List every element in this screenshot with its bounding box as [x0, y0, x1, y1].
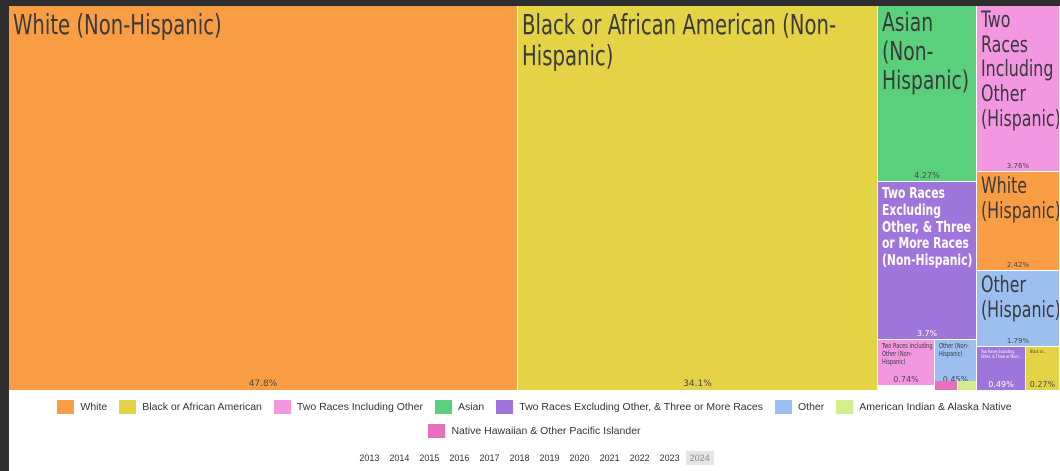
- treemap-tile[interactable]: Two Races Including Other (Hispanic) 3.76…: [977, 6, 1060, 172]
- tile-label: Two Races Excluding Other, & Three or Mo…: [981, 350, 1022, 361]
- year-option-2017[interactable]: 2017: [479, 453, 500, 463]
- tile-label: Asian (Non-Hispanic): [882, 8, 970, 97]
- treemap-tile[interactable]: Two Races Including Other (Non-Hispanic)…: [878, 340, 935, 386]
- treemap-tile[interactable]: White (Hispanic) 2.42%: [977, 172, 1060, 271]
- treemap-tile[interactable]: [958, 381, 977, 391]
- year-option-2015[interactable]: 2015: [419, 453, 440, 463]
- legend-label: Black or African American: [142, 401, 262, 413]
- legend-item[interactable]: White: [57, 397, 107, 417]
- chart-frame: White (Non-Hispanic) 47.8% Black or Africa…: [9, 6, 1060, 471]
- legend-swatch: [119, 400, 137, 414]
- treemap-tile[interactable]: Black or African American (Non-Hispanic)…: [518, 6, 878, 391]
- tile-value: 0.74%: [893, 375, 919, 384]
- legend-label: Asian: [457, 401, 485, 413]
- tile-value: 3.7%: [916, 329, 938, 338]
- legend-item[interactable]: Two Races Excluding Other, & Three or Mo…: [496, 397, 763, 417]
- legend-item[interactable]: Black or African American: [119, 397, 262, 417]
- year-option-2016[interactable]: 2016: [449, 453, 470, 463]
- tile-value: 0.27%: [1029, 380, 1056, 389]
- year-option-2019[interactable]: 2019: [539, 453, 560, 463]
- treemap-tile[interactable]: White (Non-Hispanic) 47.8%: [9, 6, 518, 391]
- legend-label: Other: [797, 401, 825, 413]
- year-option-2024[interactable]: 2024: [685, 451, 714, 465]
- tile-label: White (Non-Hispanic): [13, 8, 222, 41]
- legend-label: Two Races Including Other: [296, 401, 423, 413]
- tile-label: Other (Hispanic): [981, 273, 1060, 323]
- tile-label: Two Races Including Other (Hispanic): [981, 8, 1060, 132]
- year-option-2023[interactable]: 2023: [659, 453, 680, 463]
- tile-value: 0.45%: [942, 375, 969, 384]
- legend-swatch: [774, 400, 792, 414]
- legend-swatch: [434, 400, 452, 414]
- legend-swatch: [273, 400, 291, 414]
- year-option-2020[interactable]: 2020: [569, 453, 590, 463]
- tile-label: Black or...: [1030, 350, 1046, 355]
- tile-label: Black or African American (Non-Hispanic): [522, 8, 837, 73]
- legend-swatch: [496, 400, 514, 414]
- tile-value: 4.27%: [914, 171, 940, 180]
- year-option-2013[interactable]: 2013: [359, 453, 380, 463]
- legend-item[interactable]: American Indian & Alaska Native: [836, 397, 1012, 417]
- legend-label: Two Races Excluding Other, & Three or Mo…: [519, 401, 763, 413]
- tile-value: 34.1%: [683, 379, 712, 389]
- treemap-tile[interactable]: Two Races Excluding Other, & Three or Mo…: [878, 182, 977, 340]
- year-option-2018[interactable]: 2018: [509, 453, 530, 463]
- tile-value: 3.76%: [1006, 162, 1030, 170]
- year-option-2014[interactable]: 2014: [389, 453, 410, 463]
- treemap: White (Non-Hispanic) 47.8% Black or Africa…: [9, 6, 1060, 391]
- tile-label: Other (Non-Hispanic): [939, 342, 969, 358]
- legend-swatch: [57, 400, 75, 414]
- legend: White Black or African American Two Races …: [9, 397, 1060, 445]
- legend-item[interactable]: Two Races Including Other: [273, 397, 423, 417]
- year-selector: 2013 2014 2015 2016 2017 2018 2019 2020 2021 2022…: [9, 451, 1060, 465]
- legend-label: American Indian & Alaska Native: [859, 401, 1012, 413]
- year-option-2022[interactable]: 2022: [629, 453, 650, 463]
- legend-item[interactable]: Asian: [434, 397, 485, 417]
- treemap-tile[interactable]: [935, 381, 958, 391]
- legend-label: Native Hawaiian & Other Pacific Islander: [451, 425, 641, 437]
- legend-swatch: [836, 400, 854, 414]
- tile-value: 1.79%: [1006, 337, 1030, 345]
- tile-value: 0.49%: [988, 380, 1014, 389]
- year-option-2021[interactable]: 2021: [599, 453, 620, 463]
- legend-item[interactable]: Native Hawaiian & Other Pacific Islander: [428, 421, 641, 441]
- treemap-tile[interactable]: Other (Hispanic) 1.79%: [977, 271, 1060, 347]
- treemap-tile[interactable]: Other (Non-Hispanic) 0.45%: [935, 340, 977, 386]
- tile-label: White (Hispanic): [981, 174, 1060, 224]
- treemap-tile[interactable]: Two Races Excluding Other, & Three or Mo…: [977, 347, 1026, 391]
- treemap-tile[interactable]: Black or... 0.27%: [1026, 347, 1060, 391]
- treemap-tile[interactable]: Asian (Non-Hispanic) 4.27%: [878, 6, 977, 182]
- legend-item[interactable]: Other: [774, 397, 825, 417]
- legend-label: White: [80, 401, 108, 413]
- legend-swatch: [428, 424, 446, 438]
- tile-label: Two Races Including Other (Non-Hispanic): [882, 342, 933, 366]
- tile-value: 2.42%: [1006, 261, 1030, 269]
- tile-label: Two Races Excluding Other, & Three or Mo…: [882, 184, 973, 270]
- tile-value: 47.8%: [248, 379, 278, 389]
